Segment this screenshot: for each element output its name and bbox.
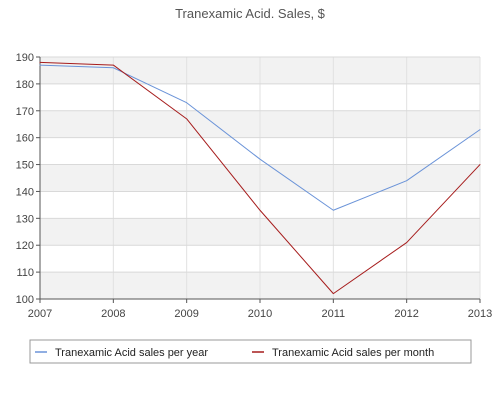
x-tick-label: 2011 xyxy=(322,308,346,320)
x-tick-label: 2007 xyxy=(28,308,52,320)
chart-legend: Tranexamic Acid sales per year Tranexami… xyxy=(29,339,472,364)
legend-label-series-2: Tranexamic Acid sales per month xyxy=(272,347,434,359)
legend-box xyxy=(29,339,472,364)
x-tick-label: 2012 xyxy=(394,308,418,320)
y-tick-label: 120 xyxy=(16,240,34,252)
y-tick-label: 100 xyxy=(16,294,34,306)
y-tick-label: 140 xyxy=(16,186,34,198)
tick-labels: 100 110 120 130 140 150 160 170 180 190 2007 2008 20… xyxy=(16,52,493,320)
series-line-1 xyxy=(39,64,481,211)
chart-title: Tranexamic Acid. Sales, $ xyxy=(175,6,326,21)
x-tick-label: 2008 xyxy=(101,308,125,320)
x-tick-label: 2013 xyxy=(468,308,492,320)
y-tick-label: 180 xyxy=(16,79,34,91)
axes xyxy=(36,56,481,303)
x-tick-label: 2009 xyxy=(174,308,198,320)
legend-label-series-1: Tranexamic Acid sales per year xyxy=(55,347,208,359)
y-tick-label: 130 xyxy=(16,213,34,225)
y-tick-label: 150 xyxy=(16,160,34,172)
y-tick-label: 190 xyxy=(16,52,34,64)
y-tick-label: 170 xyxy=(16,106,34,118)
y-tick-label: 110 xyxy=(16,267,34,279)
series-line-2 xyxy=(39,61,481,295)
x-tick-label: 2010 xyxy=(248,308,272,320)
y-tick-label: 160 xyxy=(16,133,34,145)
series-lines xyxy=(39,61,481,295)
